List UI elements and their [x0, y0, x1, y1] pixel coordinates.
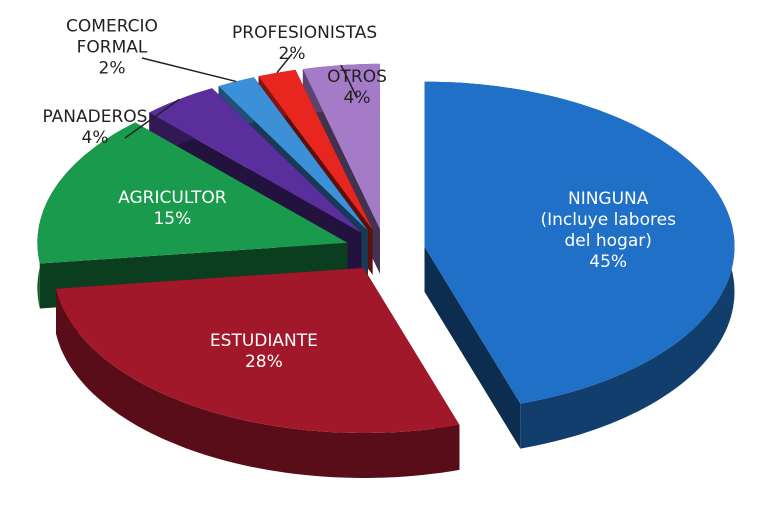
- slice-label: NINGUNA (Incluye labores del hogar) 45%: [533, 189, 683, 273]
- slice-top: [424, 81, 735, 404]
- slice-label: AGRICULTOR 15%: [92, 188, 252, 230]
- slice-label: COMERCIO FORMAL 2%: [52, 17, 172, 80]
- leader-line: [141, 57, 237, 83]
- slice-top: [149, 88, 362, 233]
- category-label: PROFESIONISTAS: [232, 23, 378, 43]
- category-label: OTROS: [327, 67, 387, 87]
- category-label: COMERCIO FORMAL: [66, 16, 158, 58]
- value-label: 4%: [81, 128, 109, 148]
- slice-top: [258, 69, 373, 230]
- slice-top: [37, 122, 348, 264]
- slice-label: OTROS 4%: [297, 67, 417, 109]
- value-label: 2%: [98, 58, 126, 79]
- slice-top: [218, 77, 368, 231]
- value-label: 45%: [589, 252, 628, 273]
- leader-line: [124, 98, 180, 139]
- category-label: ESTUDIANTE: [209, 330, 318, 351]
- category-label: PANADEROS: [42, 107, 148, 127]
- category-label: NINGUNA (Incluye labores del hogar): [540, 189, 676, 252]
- value-label: 4%: [343, 88, 371, 108]
- slice-top: [56, 268, 460, 433]
- slice-wall: [424, 246, 521, 449]
- value-label: 15%: [153, 209, 192, 230]
- leader-line: [276, 53, 293, 74]
- category-label: AGRICULTOR: [118, 188, 227, 209]
- slice-label: ESTUDIANTE 28%: [184, 331, 344, 373]
- slice: [424, 81, 735, 449]
- leader-line: [340, 64, 358, 99]
- value-label: 2%: [278, 44, 306, 64]
- value-label: 28%: [244, 351, 283, 372]
- slice: [56, 268, 460, 478]
- slice-label: PANADEROS 4%: [35, 107, 155, 149]
- slice-label: PROFESIONISTAS 2%: [232, 23, 378, 65]
- slice-side: [56, 288, 460, 478]
- slice-top: [302, 63, 380, 229]
